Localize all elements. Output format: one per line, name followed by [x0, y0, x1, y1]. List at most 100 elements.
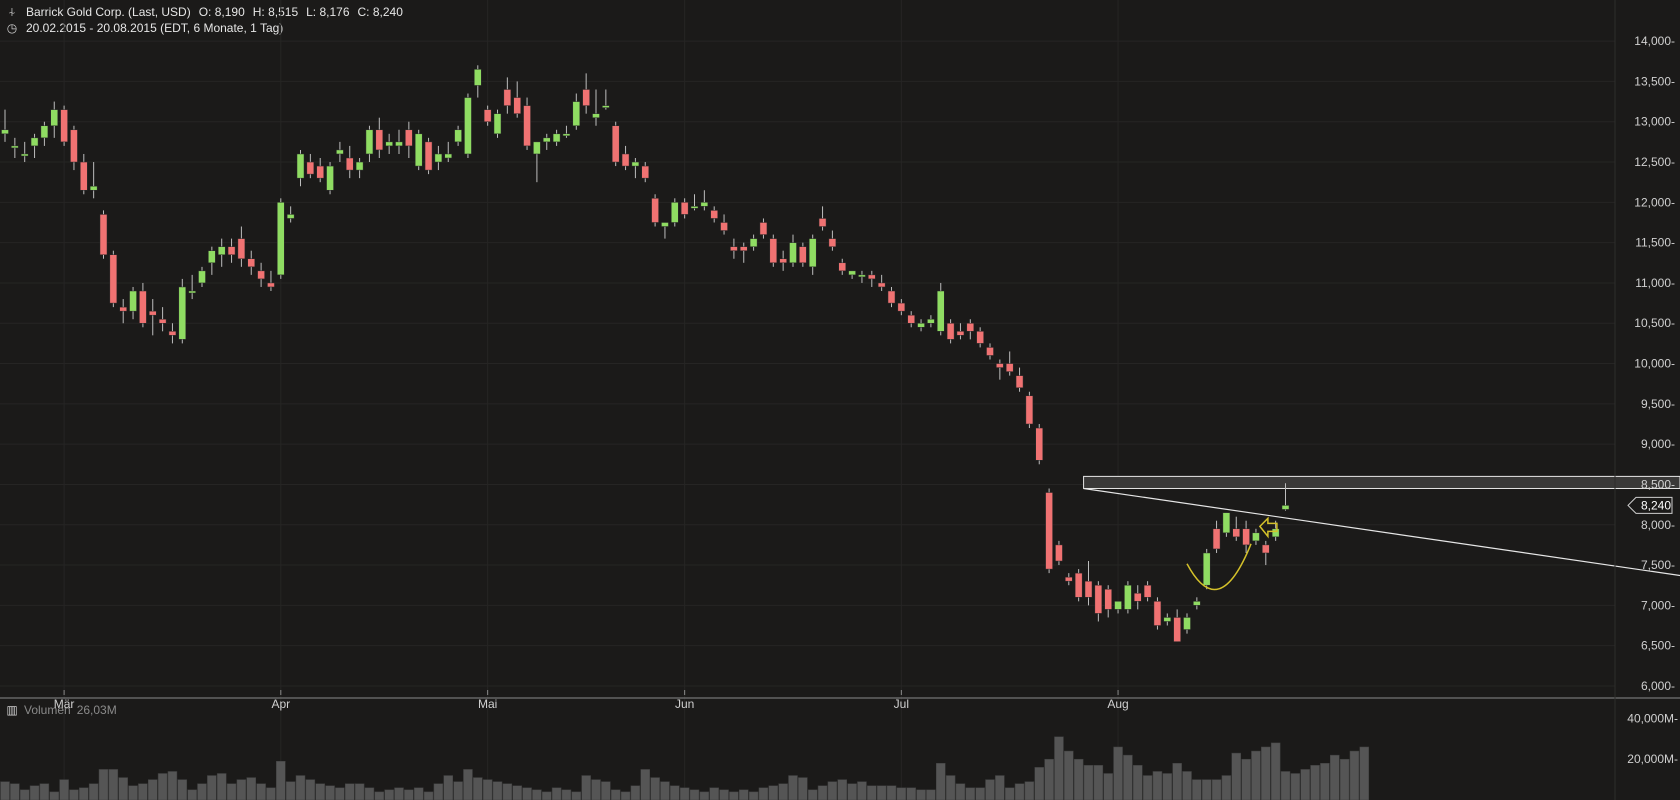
candle-down — [1025, 395, 1034, 425]
candle-up — [1193, 601, 1201, 606]
cup-annotation — [1186, 543, 1252, 591]
candle-up — [1183, 617, 1191, 630]
candle-down — [1134, 593, 1142, 602]
volume-bar — [748, 791, 759, 800]
candle-down — [740, 246, 748, 251]
volume-bar — [1349, 750, 1360, 800]
period-text: 20.02.2015 - 20.08.2015 (EDT, 6 Monate, … — [26, 21, 284, 35]
volume-bar — [108, 769, 119, 800]
candle-up — [543, 137, 551, 143]
volume-bar — [896, 787, 907, 800]
candle-up — [444, 153, 452, 159]
candle-down — [1143, 584, 1152, 598]
volume-bar — [739, 789, 749, 800]
volume-bar — [187, 789, 197, 800]
candlestick-icon: ⍭ — [8, 5, 16, 19]
volume-bar — [1320, 763, 1330, 800]
candle-up — [917, 322, 925, 328]
candle-down — [966, 322, 975, 332]
volume-bar — [177, 779, 188, 800]
candle-down — [1104, 588, 1112, 610]
volume-bar — [936, 763, 946, 800]
volume-bar — [354, 783, 365, 800]
volume-bar — [768, 785, 779, 800]
y-tick-label: 12,000- — [1634, 195, 1675, 209]
volume-bar — [591, 779, 601, 800]
volume-bar — [876, 785, 887, 800]
volume-bar — [305, 779, 316, 800]
candle-up — [277, 202, 285, 276]
volume-bar — [364, 787, 375, 800]
candle-up — [286, 214, 295, 219]
candle-up — [1114, 601, 1122, 610]
candle-down — [168, 331, 177, 336]
candle-down — [828, 238, 837, 247]
candle-down — [1045, 492, 1053, 570]
volume-bar — [276, 760, 286, 800]
volume-bar — [719, 789, 729, 800]
candle-up — [395, 141, 403, 147]
volume-bar — [1054, 736, 1064, 800]
candle-up — [1163, 617, 1172, 622]
y-tick-label: 7,000- — [1641, 598, 1675, 612]
volume-bar — [837, 779, 847, 800]
candle-down — [1065, 576, 1073, 582]
volume-bar — [1093, 765, 1104, 800]
volume-bar — [886, 785, 897, 800]
y-tick-label: 6,000- — [1641, 679, 1675, 693]
chart-header-ohlc: ⍭ Barrick Gold Corp. (Last, USD) O: 8,190 H… — [6, 5, 411, 20]
close-value: C: 8,240 — [357, 5, 403, 19]
volume-bar — [473, 777, 483, 800]
candle-down — [513, 97, 521, 114]
volume-bar — [1290, 773, 1301, 800]
volume-bar — [729, 791, 739, 800]
volume-bar — [1024, 781, 1035, 800]
volume-bar — [1103, 773, 1113, 800]
volume-bar — [1133, 765, 1143, 800]
volume-bar — [0, 781, 10, 800]
volume-bar — [404, 789, 414, 800]
volume-bar — [345, 783, 355, 800]
volume-bar — [88, 783, 99, 800]
y-tick-label: 10,500- — [1634, 316, 1675, 330]
volume-bar — [1280, 771, 1291, 800]
volume-bar — [985, 779, 995, 800]
y-tick-label: 9,000- — [1641, 437, 1675, 451]
arrow-annotation — [1258, 516, 1278, 539]
x-tick-label: Mär — [54, 697, 75, 711]
volume-header: ▥ Volumen 26,03M — [6, 703, 123, 717]
volume-bar — [620, 791, 631, 800]
volume-bar — [374, 791, 385, 800]
high-value: H: 8,515 — [252, 5, 299, 19]
candle-down — [1173, 617, 1181, 642]
y-tick-label: 13,000- — [1634, 115, 1675, 129]
candle-up — [474, 69, 482, 86]
volume-bar — [1270, 742, 1281, 800]
candle-down — [1153, 601, 1162, 626]
candle-up — [808, 238, 817, 268]
candle-up — [602, 105, 610, 108]
candle-down — [267, 282, 275, 288]
volume-bar — [128, 785, 138, 800]
candle-down — [1242, 528, 1250, 546]
candle-down — [80, 161, 88, 191]
candle-down — [611, 125, 620, 163]
candle-down — [769, 238, 778, 264]
volume-bar — [610, 789, 621, 800]
volume-bar — [512, 785, 522, 800]
candle-down — [237, 238, 246, 260]
volume-bar — [1142, 775, 1153, 800]
volume-bar — [69, 789, 79, 800]
candle-down — [247, 258, 255, 268]
volume-bar — [502, 783, 513, 800]
volume-bar — [325, 785, 335, 800]
volume-bar — [482, 779, 493, 800]
volume-bar — [413, 787, 424, 800]
volume-bar — [384, 789, 394, 800]
candle-down — [897, 302, 906, 312]
candle-up — [217, 246, 226, 255]
volume-bar — [29, 785, 40, 800]
volume-bar — [1172, 763, 1182, 800]
